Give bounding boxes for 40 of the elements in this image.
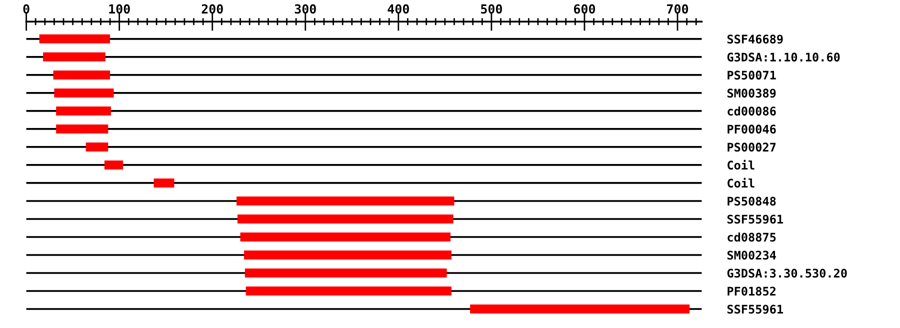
x-tick-label: 500 bbox=[481, 4, 502, 14]
y-tick-label: PS50071 bbox=[728, 70, 776, 80]
y-tick-label: SSF46689 bbox=[727, 34, 783, 44]
x-tick-label: 100 bbox=[109, 4, 130, 14]
bar bbox=[246, 286, 452, 296]
y-tick-label: SSF55961 bbox=[727, 304, 783, 314]
y-tick-label: SM00234 bbox=[727, 250, 776, 260]
bar bbox=[53, 70, 110, 80]
y-tick-label: PS00027 bbox=[728, 142, 776, 152]
y-tick-label: Coil bbox=[728, 160, 754, 170]
y-tick-label: cd00086 bbox=[728, 106, 776, 116]
bar bbox=[86, 142, 108, 152]
y-tick-label: SM00389 bbox=[727, 88, 776, 98]
bar bbox=[56, 106, 111, 116]
bar bbox=[237, 214, 454, 224]
y-tick-label: PF01852 bbox=[728, 286, 776, 296]
y-tick-label: G3DSA:3.30.530.20 bbox=[727, 268, 847, 278]
bar bbox=[56, 124, 108, 134]
bar bbox=[470, 304, 690, 314]
y-tick-label: cd08875 bbox=[728, 232, 776, 242]
y-tick-label: SSF55961 bbox=[727, 214, 783, 224]
x-tick-label: 600 bbox=[574, 4, 596, 14]
bar bbox=[236, 196, 454, 206]
x-tick-label: 400 bbox=[388, 4, 409, 14]
bar bbox=[244, 268, 447, 278]
bar bbox=[244, 250, 452, 260]
bar bbox=[154, 178, 174, 188]
bar bbox=[43, 52, 106, 62]
x-tick-label: 700 bbox=[667, 4, 688, 14]
bar bbox=[39, 34, 110, 44]
y-tick-label: PS50848 bbox=[728, 196, 776, 206]
y-tick-label: G3DSA:1.10.10.60 bbox=[727, 52, 840, 62]
bar bbox=[54, 88, 114, 98]
bar bbox=[104, 160, 124, 170]
x-tick-label: 0 bbox=[23, 4, 30, 14]
x-tick-label: 300 bbox=[294, 4, 316, 14]
bar bbox=[240, 232, 451, 242]
y-tick-label: PF00046 bbox=[728, 124, 776, 134]
x-tick-label: 200 bbox=[202, 4, 223, 14]
y-tick-label: Coil bbox=[728, 178, 754, 188]
